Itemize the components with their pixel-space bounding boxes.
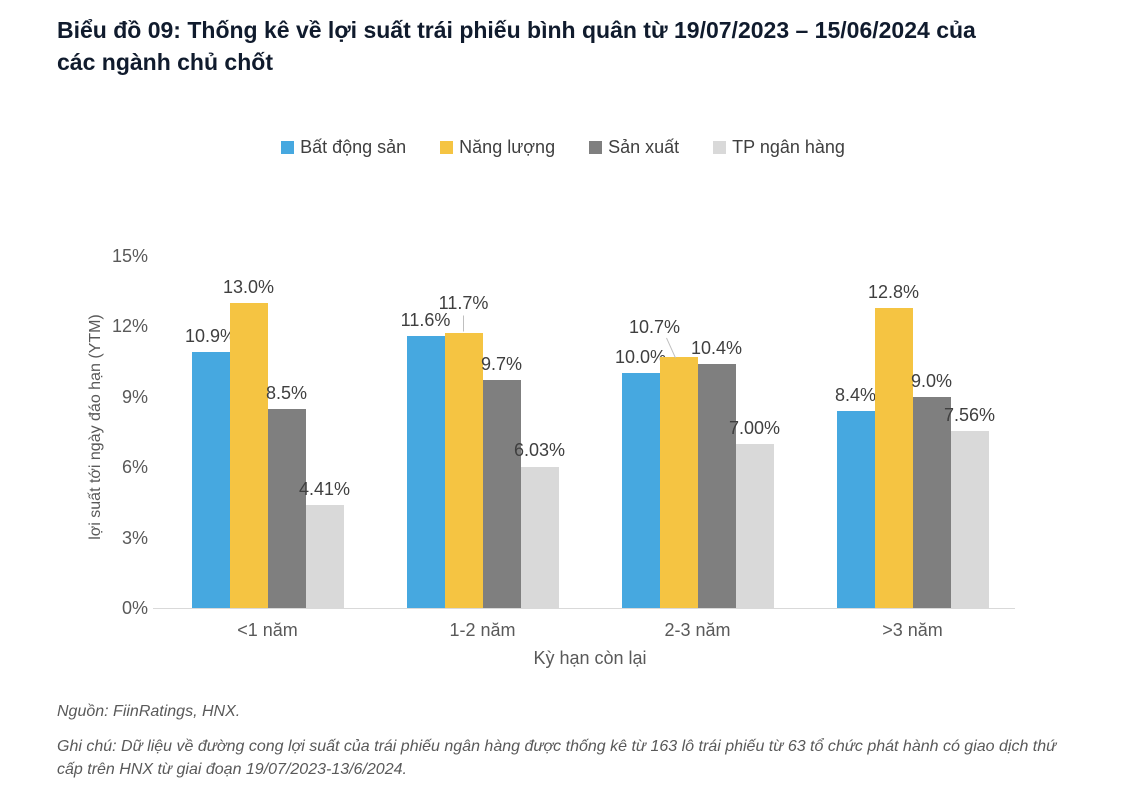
y-axis-tick-label: 6% [121,457,148,478]
bar-value-label: 13.0% [222,276,275,297]
plot-area: 10.9% 13.0% 8.5% 4.41% 11.6% 11.7% 9.7% 6.03% 10… [160,256,1020,608]
category-label: >3 năm [882,620,943,640]
legend-swatch-icon [589,141,603,154]
legend-item: TP ngân hàng [713,137,845,158]
bar-value-label: 11.6% [400,309,451,330]
bar [229,302,268,608]
bar [836,410,875,608]
y-axis-tick-label: 0% [121,598,148,618]
legend-label: Sản xuất [608,137,680,157]
bar [697,363,736,608]
legend-label: Năng lượng [459,137,556,157]
x-axis-title: Kỳ hạn còn lại [533,648,647,668]
legend-item: Năng lượng [440,137,555,158]
legend-label: Bất động sản [300,137,407,157]
legend-swatch-icon [713,141,727,154]
page-title: Biểu đồ 09: Thống kê về lợi suất trái ph… [57,17,976,75]
bar-value-label: 10.4% [690,337,743,358]
legend-item: Bất động sản [281,137,406,158]
bar [305,504,344,608]
y-axis-tick-label: 12% [111,316,148,337]
bar [406,335,445,608]
legend-swatch-icon [440,141,454,154]
source-text: Nguồn: FiinRatings, HNX. [57,703,241,720]
bar-value-label: 11.7% [438,293,489,314]
bar-value-label: 7.00% [728,417,781,438]
bar [444,333,483,608]
bar-value-label: 9.7% [480,354,523,375]
category-label: 1-2 năm [449,620,516,640]
bar-value-label: 4.41% [298,478,351,499]
bar [874,307,913,608]
x-axis-line [153,608,1015,609]
bar [912,396,951,608]
category-label: <1 năm [237,620,298,640]
bar-value-label: 7.56% [943,404,996,425]
y-axis-tick-label: 3% [121,527,148,548]
y-axis-tick-label: 9% [121,386,148,407]
bar [520,466,559,608]
bar-value-label: 10.9% [184,326,237,347]
legend-label: TP ngân hàng [732,137,845,157]
bar-value-label: 10.0% [614,347,667,368]
bar-value-label: 8.4% [834,384,877,405]
note-text: Ghi chú: Dữ liệu về đường cong lợi suất … [57,738,1057,778]
bar [621,373,660,608]
bar [659,356,698,608]
bar [735,443,774,608]
bar [191,352,230,608]
bar [267,408,306,608]
bar-value-label: 6.03% [513,440,566,461]
bar-value-label: 10.7% [628,316,681,337]
bar-value-label: 8.5% [265,382,308,403]
bar [482,380,521,608]
legend-swatch-icon [281,141,295,154]
bar-value-label: 12.8% [867,281,920,302]
bar [950,430,989,608]
y-axis-tick-label: 15% [111,246,148,266]
bar-value-label: 9.0% [910,370,953,391]
legend-item: Sản xuất [589,137,679,158]
chart-legend: Bất động sản Năng lượng Sản xuất TP ngân hà… [0,137,1126,158]
category-label: 2-3 năm [664,620,731,640]
